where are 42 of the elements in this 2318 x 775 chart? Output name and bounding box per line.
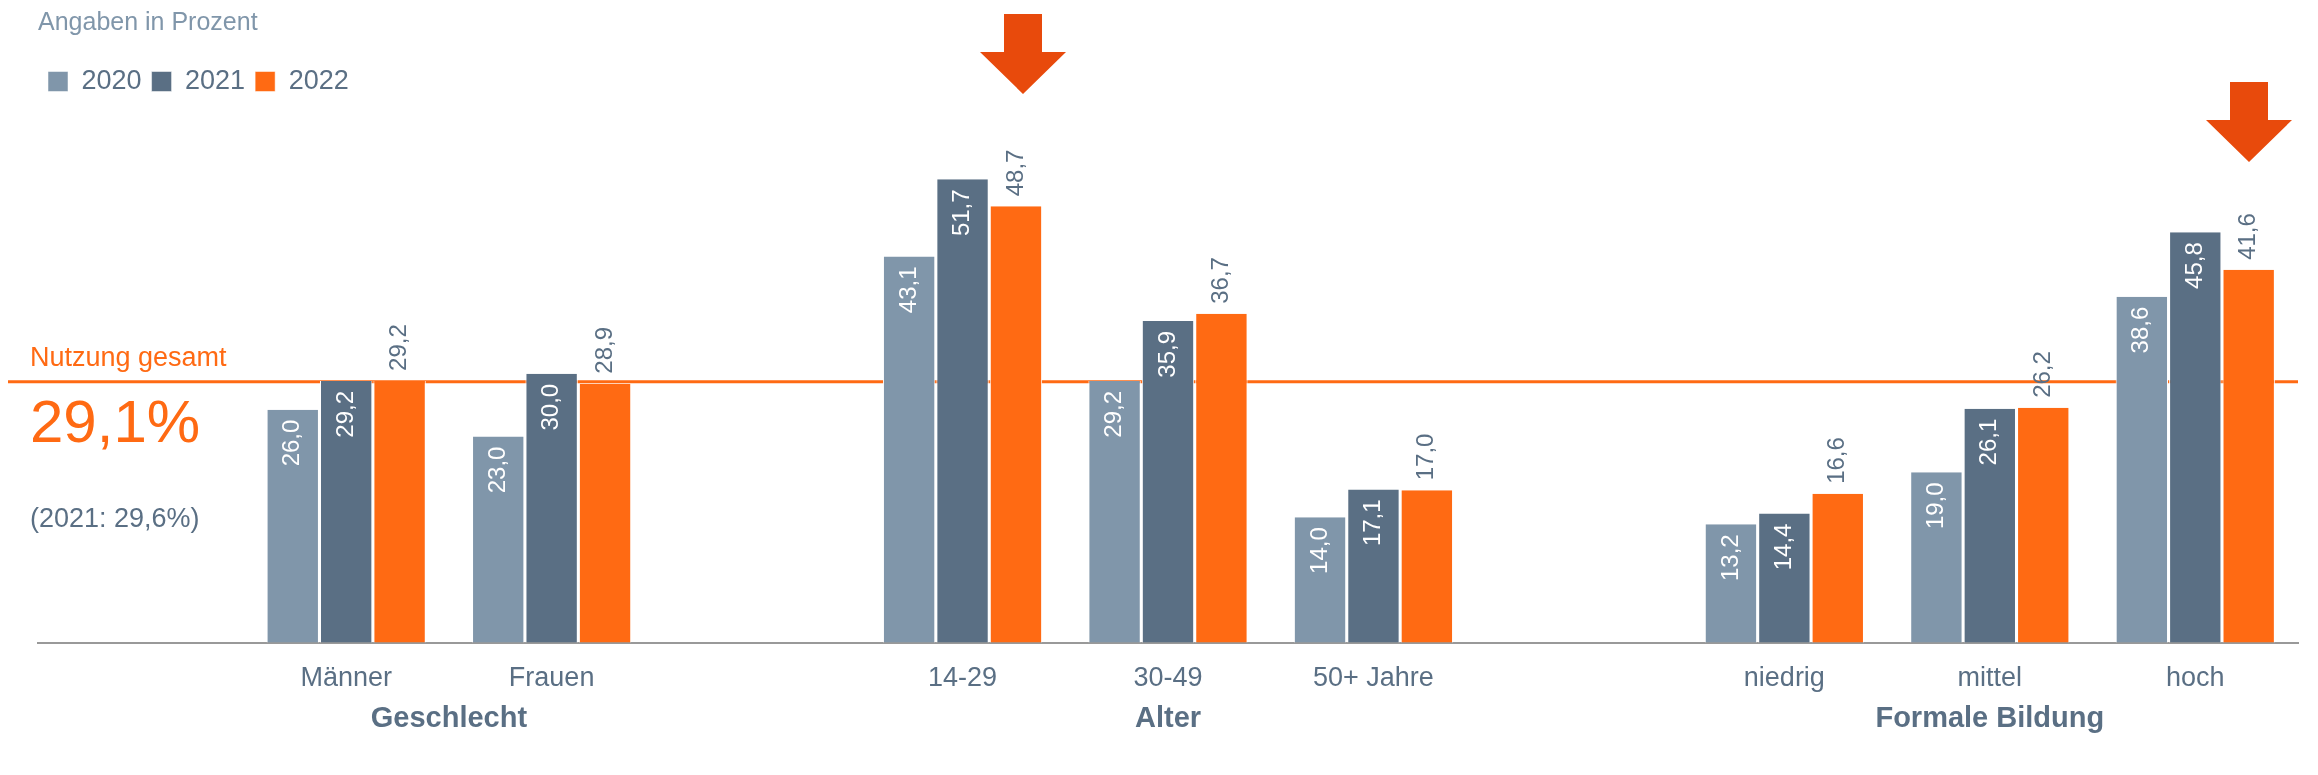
data-label: 17,1: [1358, 499, 1386, 547]
data-label: 36,7: [1206, 257, 1234, 304]
x-tick-label: mittel: [1957, 662, 2023, 693]
x-tick-label: 30-49: [1133, 662, 1203, 693]
legend-label: 2022: [288, 64, 349, 95]
data-label: 51,7: [947, 189, 975, 237]
annotation: (2021: 29,6%): [30, 502, 200, 533]
data-label: 29,2: [384, 324, 412, 371]
legend-label: 2020: [81, 64, 142, 95]
data-label: 26,0: [277, 419, 305, 467]
x-tick-label: 14-29: [928, 662, 998, 693]
text: Formale Bildung: [1875, 701, 2105, 734]
x-tick-label: Männer: [300, 662, 392, 693]
data-label: 41,6: [2233, 213, 2261, 260]
x-tick-label: Frauen: [508, 662, 595, 693]
data-label: 13,2: [1715, 534, 1743, 582]
data-label: 19,0: [1921, 482, 1949, 530]
data-label: 30,0: [536, 383, 564, 431]
data-label: 26,2: [2027, 351, 2055, 398]
x-tick-label: niedrig: [1743, 662, 1825, 693]
x-tick-label: 50+ Jahre: [1313, 662, 1434, 693]
data-label: 28,9: [589, 326, 617, 374]
data-label: 16,6: [1822, 437, 1850, 484]
data-label: 29,2: [330, 390, 358, 438]
data-label: 26,1: [1974, 418, 2002, 466]
x-tick-label: hoch: [2165, 662, 2225, 693]
data-label: 35,9: [1152, 330, 1180, 378]
data-label: 14,4: [1768, 523, 1796, 571]
data-label: 43,1: [893, 266, 921, 314]
data-label: 23,0: [482, 446, 510, 494]
data-label: 38,6: [2126, 306, 2154, 354]
data-label: 17,0: [1411, 433, 1439, 481]
annotation: 29,1%: [30, 388, 201, 456]
data-label: 14,0: [1304, 527, 1332, 574]
ref-line-label: Nutzung gesamt: [30, 341, 228, 372]
data-label: 48,7: [1000, 149, 1028, 197]
data-label: 45,8: [2179, 242, 2207, 289]
data-label: 29,2: [1099, 390, 1127, 438]
chart-subtitle: Angaben in Prozent: [38, 6, 258, 35]
text: Geschlecht: [370, 701, 528, 734]
legend-label: 2021: [185, 64, 246, 95]
text: Alter: [1134, 701, 1202, 734]
